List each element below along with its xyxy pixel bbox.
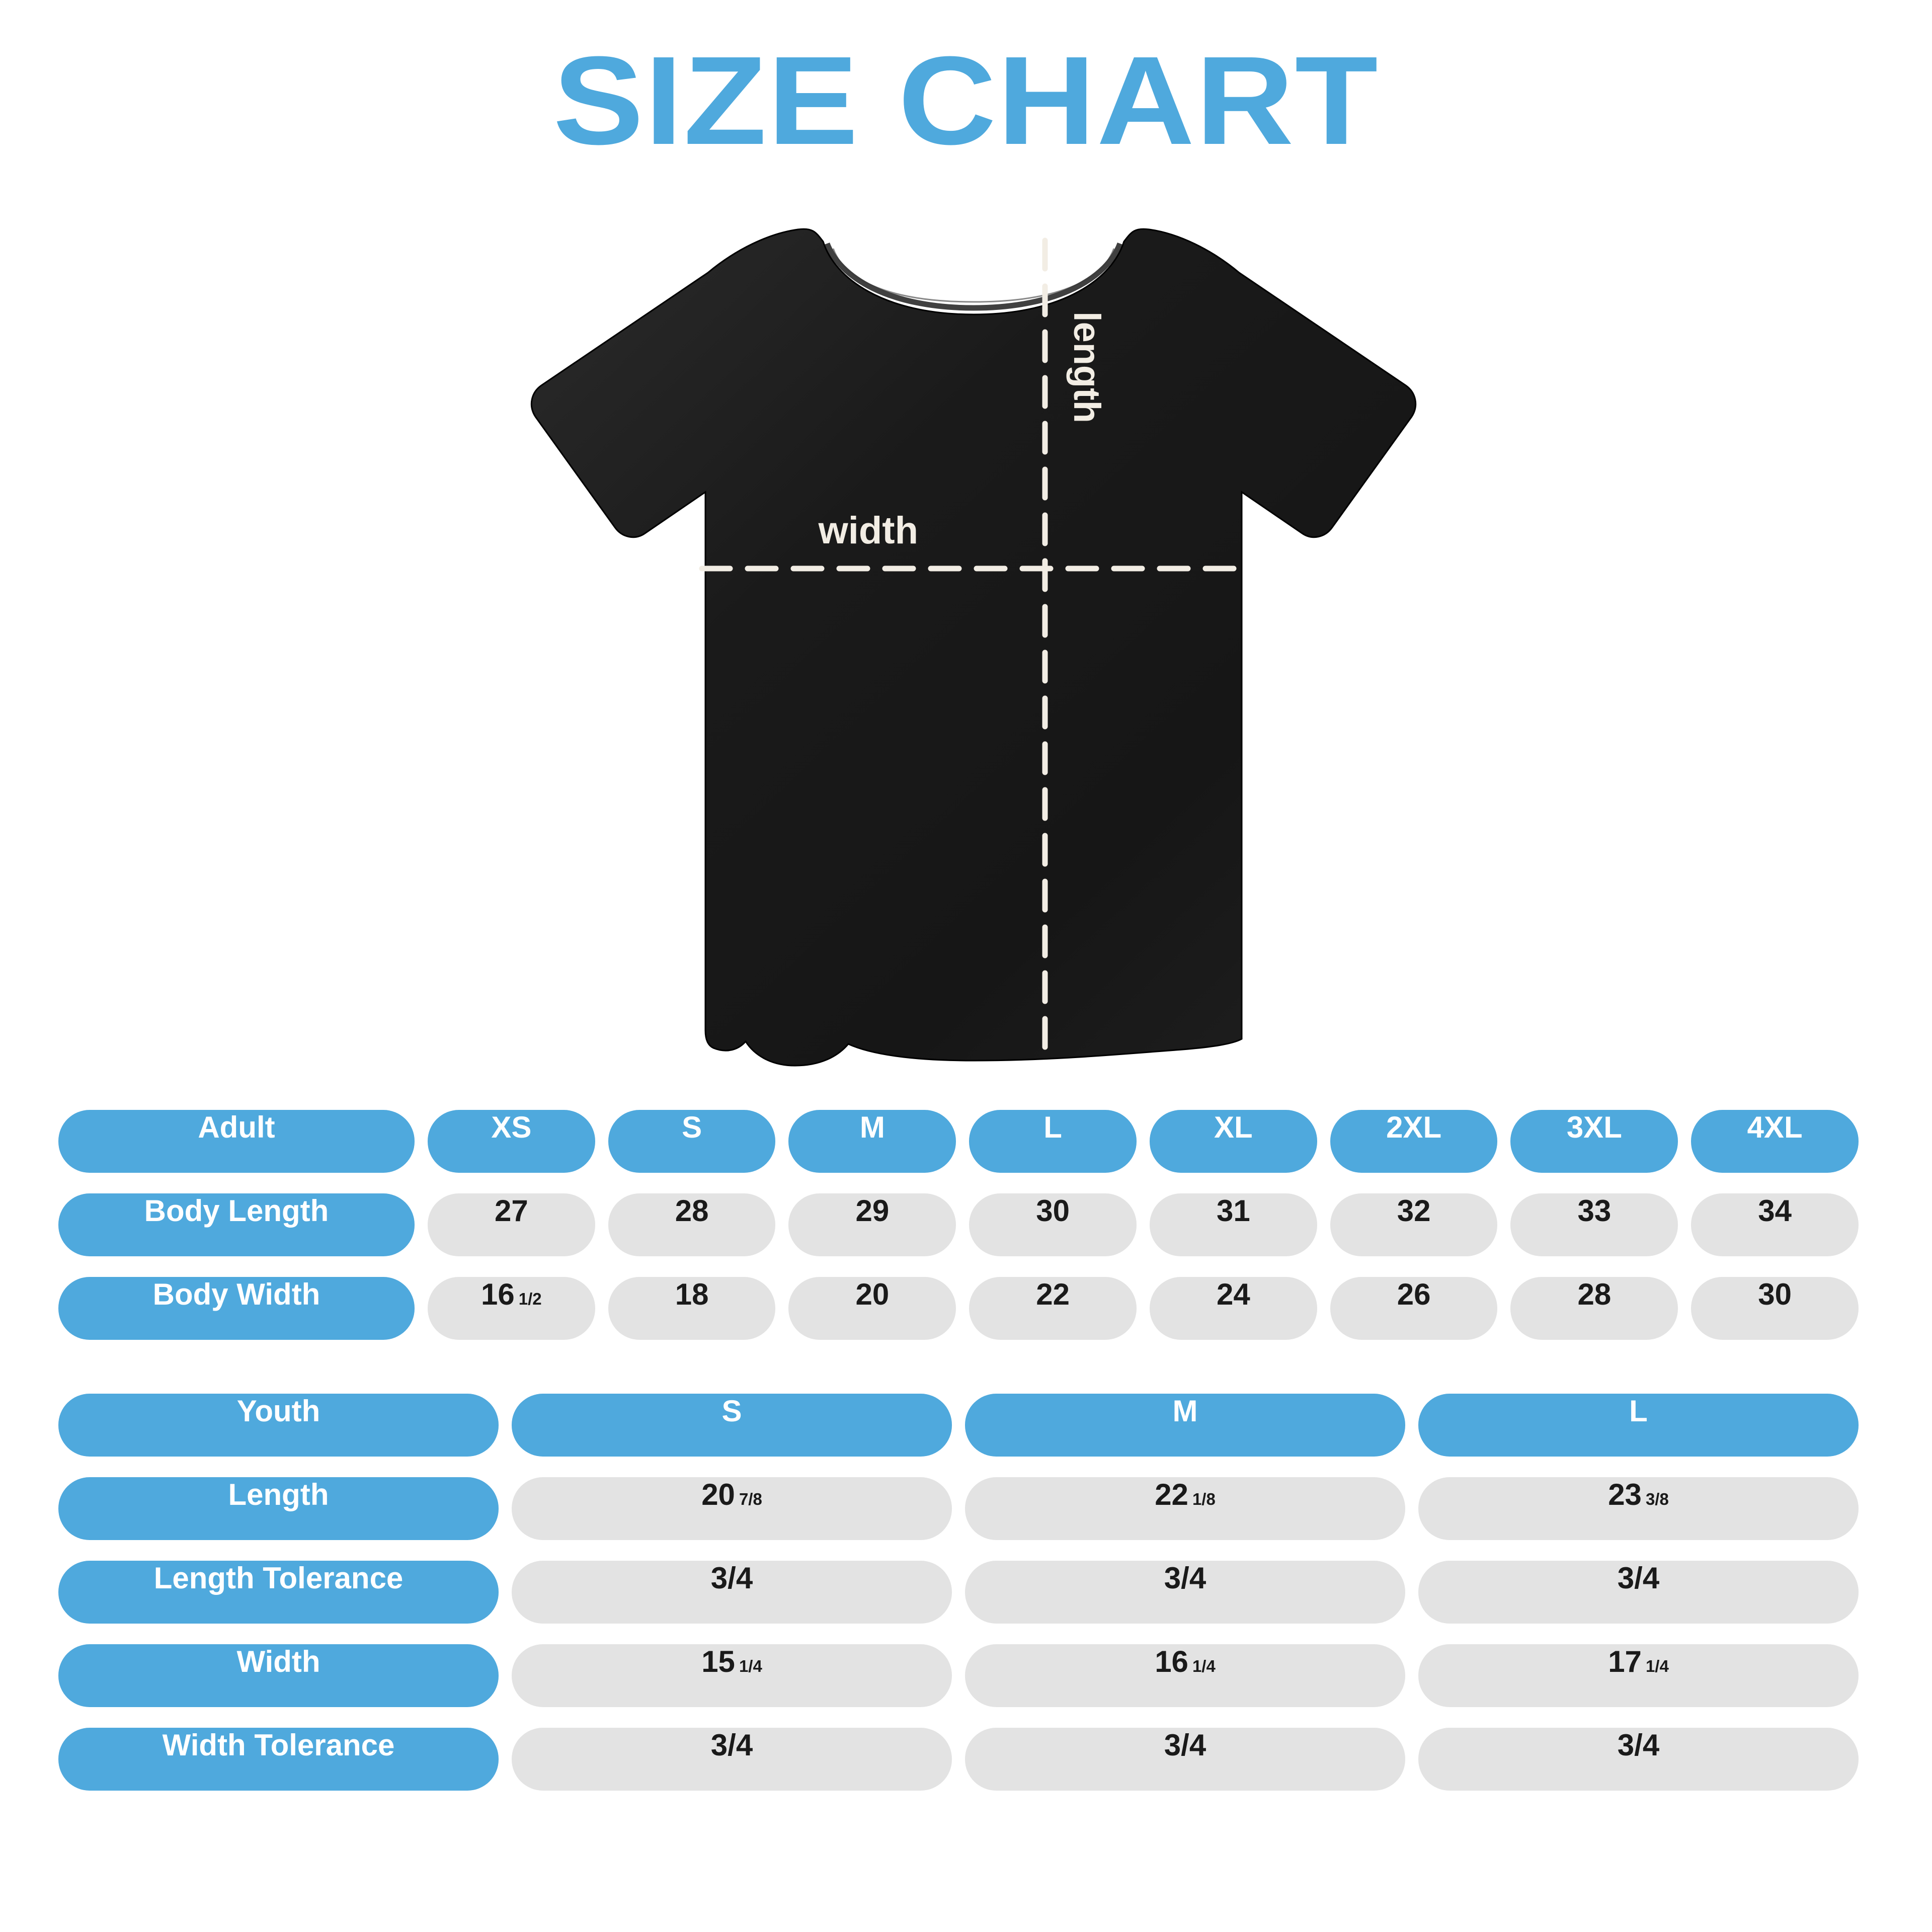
svg-text:width: width <box>818 509 918 552</box>
svg-text:length: length <box>1066 311 1108 423</box>
